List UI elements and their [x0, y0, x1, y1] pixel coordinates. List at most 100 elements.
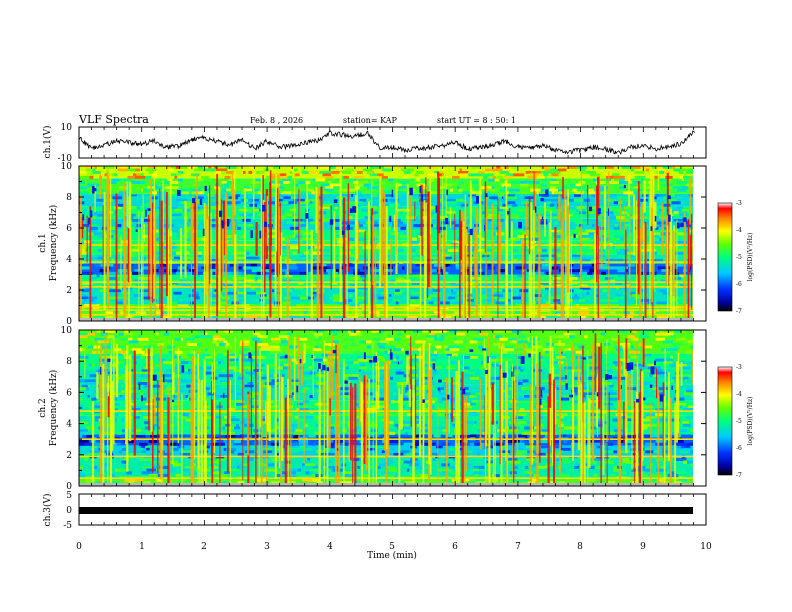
ch1-spectrogram-dropout	[589, 206, 593, 212]
ch2-spectrogram-speckle	[445, 434, 453, 438]
ch1-spectrogram-speckle	[280, 256, 289, 260]
ch1-spectrogram-speckle	[216, 168, 227, 172]
ch1-spectrogram-speckle	[672, 186, 683, 190]
ch1-spectrogram-speckle	[99, 203, 103, 207]
ch1-spectrogram-speckle	[452, 175, 460, 179]
ch1-spectrogram-speckle	[499, 299, 506, 302]
ch1-spectrogram-speckle	[299, 254, 308, 258]
ch1-spectrogram-speckle	[254, 221, 266, 225]
ch2-spectrogram-speckle	[320, 479, 330, 482]
ch2-spectrogram-speckle	[150, 460, 160, 464]
ch1-spectrogram-sferic	[596, 230, 598, 283]
ch1-spectrogram-dropout	[177, 190, 181, 196]
ch1-spectrogram-sferic	[166, 191, 168, 297]
ch1-spectrogram-speckle	[459, 259, 462, 262]
ch1-spectrogram-speckle	[479, 173, 485, 177]
ch1-spectrogram-speckle	[471, 191, 483, 195]
ch1-spectrogram-speckle	[477, 294, 487, 297]
ch1-spectrogram-speckle	[177, 206, 187, 210]
ch1-spectrogram-sferic	[470, 235, 473, 294]
ch1-spectrogram-speckle	[127, 168, 136, 172]
ch2-spectrogram-speckle	[436, 445, 443, 449]
ch1-spectrogram-speckle	[186, 206, 191, 210]
ch1-spectrogram-speckle	[114, 281, 117, 285]
ch1-spectrogram-sferic	[525, 201, 528, 236]
ch2-spectrogram-speckle	[152, 389, 161, 393]
ch2-spectrogram-speckle	[665, 465, 673, 469]
ch2-spectrogram-speckle	[628, 447, 631, 451]
ch1-spectrogram-speckle	[87, 183, 97, 187]
ch1-spectrogram-speckle	[485, 289, 492, 293]
ch1-spectrogram-speckle	[533, 269, 537, 273]
ch1-spectrogram-speckle	[602, 289, 607, 293]
ch2-spectrogram-speckle	[366, 468, 374, 472]
ch1-spectrogram-speckle	[550, 246, 556, 250]
ch1-spectrogram-speckle	[116, 211, 120, 215]
ch2-spectrogram-speckle	[687, 405, 695, 409]
ch2-spectrogram-speckle	[343, 392, 352, 396]
ch1-spectrogram-speckle	[237, 224, 248, 228]
ch2-spectrogram-speckle	[522, 379, 529, 383]
ch1-spectrogram-speckle	[305, 235, 315, 239]
ch2-spectrogram-speckle	[207, 408, 210, 411]
ch2-spectrogram-speckle	[79, 471, 84, 475]
ch1-spectrogram-speckle	[394, 291, 402, 295]
ch1-spectrogram-speckle	[248, 166, 255, 169]
ch2-spectrogram-speckle	[518, 421, 527, 425]
ch2-spectrogram-speckle	[217, 423, 226, 427]
ch2-spectrogram-speckle	[660, 429, 665, 433]
ch2-spectrogram-speckle	[585, 392, 596, 396]
ch2-spectrogram-speckle	[301, 405, 311, 409]
ch1-spectrogram-speckle	[104, 173, 108, 177]
ch2-spectrogram-speckle	[241, 440, 244, 444]
ch2-spectrogram-speckle	[194, 445, 206, 449]
ch1-spectrogram-speckle	[344, 168, 354, 172]
ch2-spectrogram-speckle	[441, 397, 450, 401]
ch1-spectrogram-speckle	[552, 193, 564, 197]
ch2-spectrogram-speckle	[621, 465, 625, 469]
ch1-spectrogram-speckle	[136, 224, 143, 228]
ch1-spectrogram-speckle	[510, 181, 521, 184]
ch1-spectrogram-speckle	[101, 186, 111, 190]
ch1-spectrogram-speckle	[251, 221, 255, 225]
ch1-spectrogram-speckle	[481, 296, 486, 300]
ch1-spectrogram-speckle	[306, 256, 311, 260]
ch2-spectrogram-speckle	[332, 450, 337, 454]
ch1-spectrogram-speckle	[271, 269, 279, 273]
ch1-spectrogram-speckle	[303, 251, 309, 255]
ch1-spectrogram-speckle	[410, 188, 416, 192]
ch1-spectrogram-speckle	[114, 193, 123, 197]
ch2-spectrogram-speckle	[674, 479, 680, 482]
ch1-spectrogram-speckle	[438, 277, 447, 280]
ch1-spectrogram-speckle	[539, 221, 548, 225]
ch1-spectrogram-speckle	[356, 251, 364, 255]
ch2-spectrogram-speckle	[368, 389, 372, 393]
ch2-spectrogram-speckle	[163, 376, 167, 380]
ch1-spectrogram-dropout	[349, 208, 353, 213]
ch1-spectrogram-speckle	[634, 211, 638, 215]
ch2-spectrogram-speckle	[437, 481, 445, 484]
ch1-ytick-bottom: -10	[58, 154, 73, 164]
ch2-spectrogram-speckle	[260, 431, 266, 435]
ch2-spectrogram-speckle	[386, 434, 394, 438]
ch2-spectrogram-speckle	[107, 431, 111, 435]
ch2-spectrogram-speckle	[135, 384, 142, 388]
ch2-spectrogram-speckle	[325, 429, 337, 433]
ch2-spectrogram-speckle	[94, 405, 103, 409]
ch2-spectrogram-speckle	[541, 440, 551, 444]
ch2-spectrogram-speckle	[300, 389, 307, 393]
ch2-spectrogram-speckle	[688, 452, 698, 456]
ch1-spectrogram-speckle	[220, 277, 227, 280]
ch1-spectrogram-sferic	[396, 210, 397, 255]
ch2-spectrogram-speckle	[79, 442, 85, 446]
ch1-spectrogram-speckle	[653, 277, 662, 280]
ch1-spectrogram-speckle	[239, 301, 242, 305]
ch1-spectrogram-speckle	[297, 316, 306, 319]
ch1-spectrogram-speckle	[308, 171, 320, 174]
ch1-spectrogram-speckle	[607, 198, 616, 202]
ch1-spectrogram-speckle	[593, 178, 597, 182]
ch1-spectrogram-sferic	[315, 187, 318, 233]
ch1-spectrogram-dropout	[147, 208, 151, 211]
ch2-spectrogram-speckle	[516, 397, 527, 401]
ch1-spectrogram-speckle	[281, 246, 290, 250]
